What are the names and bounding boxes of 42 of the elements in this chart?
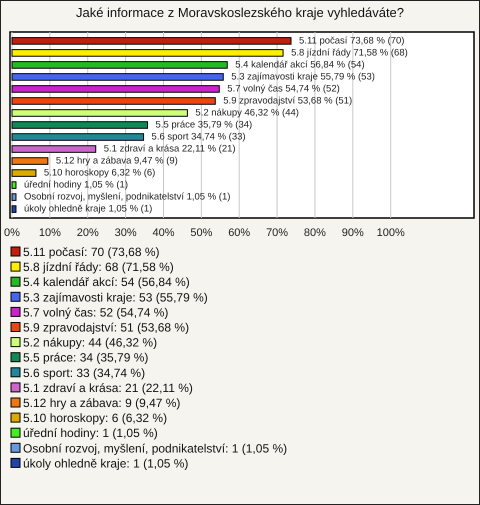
x-tick-label: 80%: [304, 227, 326, 239]
legend-label: 5.5 práce: 34 (35,79 %): [23, 350, 148, 365]
x-tick-label: 70%: [266, 227, 288, 239]
x-tick-label: 50%: [190, 227, 213, 239]
legend-label: 5.8 jízdní řády: 68 (71,58 %): [23, 260, 174, 274]
category-label: Osobní rozvoj, myšlení, podnikatelství 1,05 % (1): [24, 192, 230, 203]
x-tick-label: 30%: [114, 227, 137, 239]
legend-label: 5.10 horoskopy: 6 (6,32 %): [23, 411, 168, 426]
category-label: 5.2 nákupy 46,32 % (44): [195, 107, 299, 118]
legend-label: 5.11 počasí: 70 (73,68 %): [23, 245, 160, 259]
category-label: 5.12 hry a zábava 9,47 % (9): [56, 156, 178, 167]
category-label: 5.11 počasí 73,68 % (70): [299, 35, 404, 46]
category-label: 5.9 zpravodajství 53,68 % (51): [223, 95, 352, 106]
category-label: 5.5 práce 35,79 % (34): [156, 120, 252, 130]
x-tick-label: 0%: [4, 227, 20, 239]
legend-label: 5.7 volný čas: 52 (54,74 %): [23, 305, 168, 320]
category-label: úřední hodiny 1,05 % (1): [24, 180, 128, 191]
legend-label: 5.6 sport: 33 (34,74 %): [23, 366, 146, 380]
x-tick-label: 100%: [376, 227, 405, 239]
legend-label: úkoly ohledně kraje: 1 (1,05 %): [23, 456, 188, 470]
legend-label: úřední hodiny: 1 (1,05 %): [23, 426, 158, 440]
legend-label: 5.12 hry a zábava: 9 (9,47 %): [23, 396, 180, 410]
legend-label: 5.1 zdraví a krása: 21 (22,11 %): [23, 380, 193, 395]
legend-label: 5.3 zajímavosti kraje: 53 (55,79 %): [23, 290, 208, 304]
category-label: 5.8 jízdní řády 71,58 % (68): [291, 47, 408, 58]
legend-label: 5.4 kalendář akcí: 54 (56,84 %): [23, 275, 190, 290]
legend-label: Osobní rozvoj, myšlení, podnikatelství: 1 (1,05 %): [23, 441, 288, 456]
x-tick-label: 90%: [342, 227, 364, 239]
chart-title: Jaké informace z Moravskoslezského kraje vyhledáváte?: [76, 5, 404, 20]
legend-label: 5.9 zpravodajství: 51 (53,68 %): [23, 320, 190, 334]
x-tick-label: 60%: [228, 227, 250, 239]
category-label: 5.1 zdraví a krása 22,11 % (21): [104, 144, 236, 155]
category-label: 5.3 zajímavosti kraje 55,79 % (53): [231, 71, 375, 82]
category-label: 5.6 sport 34,74 % (33): [152, 132, 246, 143]
category-label: úkoly ohledně kraje 1,05 % (1): [24, 204, 152, 215]
x-tick-label: 10%: [38, 227, 62, 239]
category-label: 5.4 kalendář akcí 56,84 % (54): [235, 59, 365, 70]
category-label: 5.7 volný čas 54,74 % (52): [227, 83, 340, 94]
x-tick-label: 20%: [76, 227, 99, 239]
x-tick-label: 40%: [152, 227, 175, 239]
legend-label: 5.2 nákupy: 44 (46,32 %): [23, 336, 158, 350]
category-label: 5.10 horoskopy 6,32 % (6): [44, 168, 156, 179]
